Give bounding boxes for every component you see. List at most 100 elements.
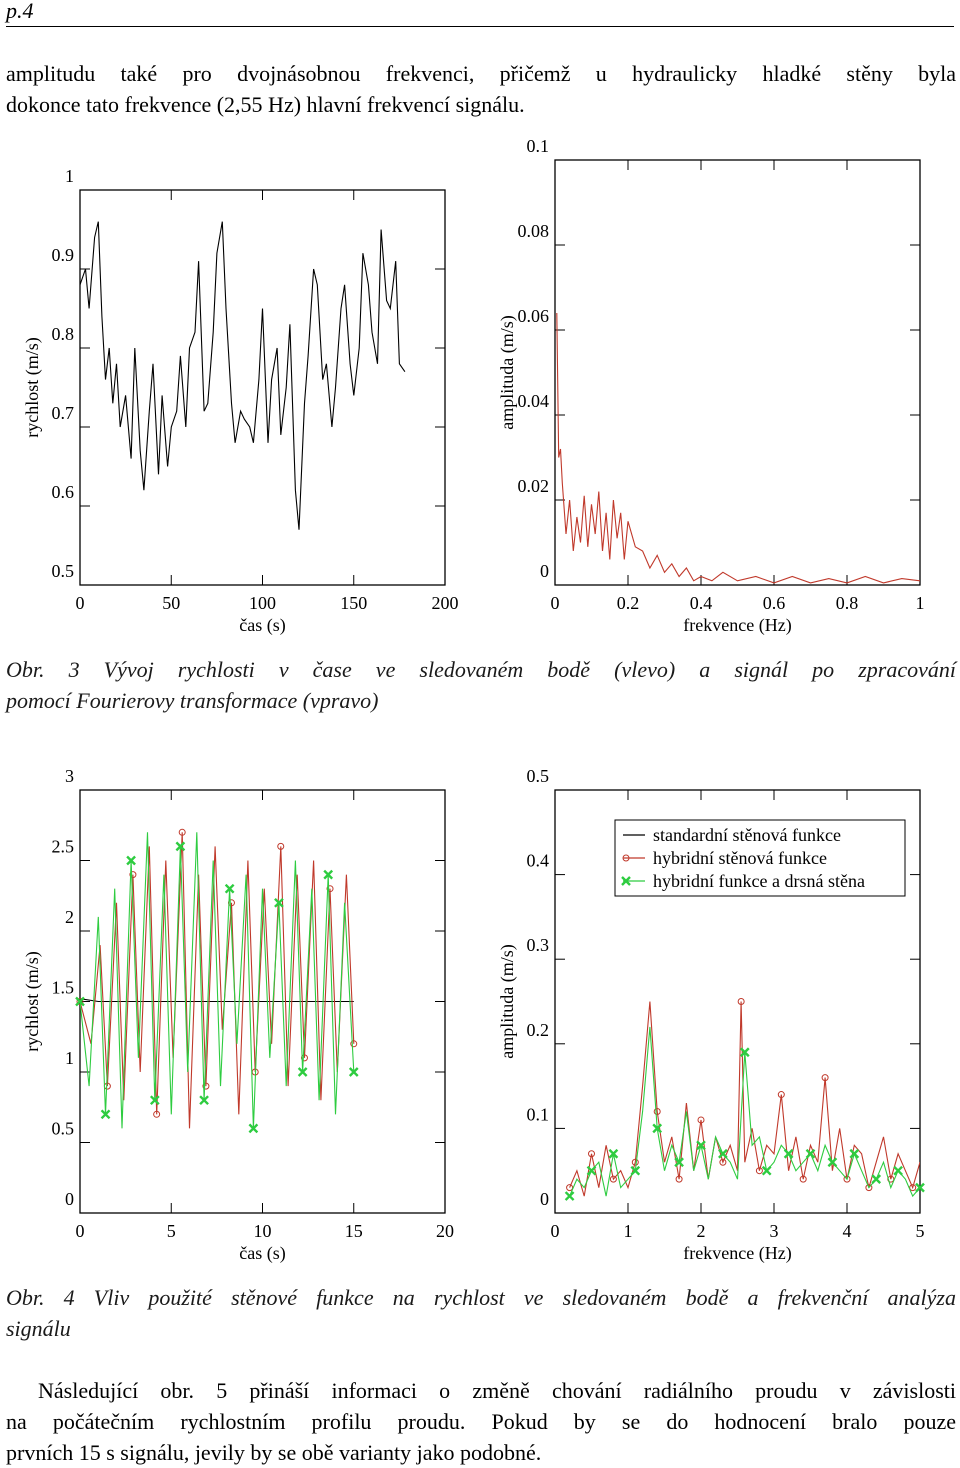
y-axis-label: rychlost (m/s) — [22, 951, 43, 1052]
data-point-x — [849, 1148, 860, 1159]
data-point-circle — [697, 1116, 705, 1124]
data-point-x — [739, 1047, 750, 1058]
y-tick-label: 2.5 — [52, 837, 75, 857]
legend-marker — [621, 876, 631, 886]
x-tick-label: 0.2 — [617, 593, 640, 613]
x-tick-label: 200 — [432, 593, 459, 613]
page-number: p.4 — [6, 0, 34, 23]
paragraph-2-line-3: prvních 15 s signálu, jevily by se obě v… — [6, 1440, 542, 1465]
series-line-0 — [569, 1001, 920, 1197]
data-point-x — [100, 1109, 111, 1120]
y-tick-label: 0.8 — [52, 324, 75, 344]
data-point-circle — [737, 998, 745, 1005]
figure-3-caption-line-2: pomocí Fourierovy transformace (vpravo) — [6, 688, 379, 713]
data-point-x — [586, 1165, 597, 1176]
data-point-circle — [178, 828, 186, 836]
data-point-circle — [153, 1110, 161, 1118]
paragraph-2-line-1: Následující obr. 5 přináší informaci o z… — [38, 1378, 956, 1403]
data-point-circle — [566, 1184, 574, 1192]
x-tick-label: 5 — [167, 1221, 176, 1241]
y-tick-label: 0.04 — [518, 391, 550, 411]
data-point-x — [323, 869, 334, 880]
y-tick-label: 1.5 — [52, 978, 75, 998]
data-point-x — [761, 1165, 772, 1176]
x-tick-label: 0 — [551, 1221, 560, 1241]
chart-velocity-time-1: 0 50 100 150 200 0.5 0.6 0.7 0.8 0.9 1 čas (s) rychl… — [22, 166, 459, 636]
y-axis-label: amplituda (m/s) — [497, 315, 518, 429]
data-point-circle — [719, 1158, 727, 1166]
y-tick-label: 0.06 — [518, 306, 550, 326]
y-axis-label: rychlost (m/s) — [22, 337, 43, 438]
y-tick-label: 0 — [65, 1189, 74, 1209]
y-tick-label: 1 — [65, 1048, 74, 1068]
data-point-x — [564, 1191, 575, 1201]
legend-label: hybridní stěnová funkce — [653, 848, 827, 868]
data-point-circle — [777, 1091, 785, 1099]
data-point-x — [75, 996, 85, 1007]
x-tick-label: 10 — [254, 1221, 272, 1241]
data-point-x — [893, 1165, 903, 1176]
plot-frame — [554, 159, 921, 586]
x-tick-label: 20 — [436, 1221, 454, 1241]
y-tick-label: 0 — [540, 561, 549, 581]
y-axis-label: amplituda (m/s) — [497, 944, 518, 1058]
data-point-circle — [799, 1175, 807, 1183]
data-point-x — [126, 855, 136, 866]
y-tick-label: 0.2 — [527, 1020, 550, 1040]
data-point-x — [297, 1067, 308, 1077]
series-line-0 — [80, 998, 354, 1003]
y-tick-label: 1 — [65, 166, 74, 186]
data-point-x — [696, 1140, 706, 1151]
data-point-x — [630, 1165, 641, 1176]
y-tick-label: 0.5 — [52, 561, 75, 581]
data-point-circle — [843, 1175, 851, 1183]
x-tick-label: 3 — [770, 1221, 779, 1241]
data-point-x — [608, 1148, 619, 1159]
y-tick-label: 0.08 — [518, 221, 550, 241]
data-point-circle — [609, 1175, 617, 1183]
y-tick-label: 3 — [65, 766, 74, 786]
data-point-circle — [865, 1184, 873, 1192]
y-tick-label: 0.6 — [52, 482, 75, 502]
legend-marker — [622, 854, 630, 862]
data-point-circle — [277, 842, 285, 850]
data-point-circle — [887, 1175, 895, 1183]
x-tick-label: 15 — [345, 1221, 363, 1241]
y-tick-label: 0 — [540, 1189, 549, 1209]
x-tick-label: 4 — [843, 1221, 852, 1241]
x-axis-label: frekvence (Hz) — [683, 615, 791, 636]
x-axis-label: čas (s) — [239, 1243, 285, 1264]
y-tick-label: 0.1 — [527, 136, 550, 156]
y-tick-label: 0.1 — [527, 1104, 550, 1124]
data-point-circle — [202, 1082, 210, 1090]
data-point-circle — [755, 1167, 763, 1175]
x-tick-label: 1 — [916, 593, 925, 613]
data-point-x — [149, 1095, 160, 1106]
data-point-circle — [653, 1107, 661, 1115]
figure-4-caption-line-2: signálu — [6, 1316, 71, 1341]
y-tick-label: 0.02 — [518, 476, 550, 496]
x-tick-label: 1 — [624, 1221, 633, 1241]
y-tick-label: 0.9 — [52, 245, 75, 265]
data-point-circle — [300, 1054, 308, 1062]
series-line-1 — [80, 832, 355, 1129]
y-tick-label: 0.3 — [527, 935, 550, 955]
data-point-x — [827, 1157, 838, 1168]
data-point-x — [718, 1148, 728, 1159]
y-tick-label: 0.5 — [52, 1119, 75, 1139]
data-point-x — [199, 1095, 209, 1106]
legend-label: standardní stěnová funkce — [653, 825, 841, 845]
legend-box — [614, 819, 906, 897]
x-tick-label: 2 — [697, 1221, 706, 1241]
x-tick-label: 100 — [249, 593, 276, 613]
plot-frame — [554, 789, 921, 1214]
x-tick-label: 5 — [916, 1221, 925, 1241]
data-point-circle — [821, 1074, 829, 1082]
y-tick-label: 2 — [65, 907, 74, 927]
header-rule — [6, 26, 954, 27]
data-point-x — [915, 1182, 925, 1193]
data-point-circle — [588, 1150, 595, 1158]
figure-4-caption-line-1: Obr. 4 Vliv použité stěnové funkce na ry… — [6, 1285, 956, 1310]
x-axis-label: čas (s) — [239, 615, 285, 636]
data-point-circle — [326, 885, 334, 893]
